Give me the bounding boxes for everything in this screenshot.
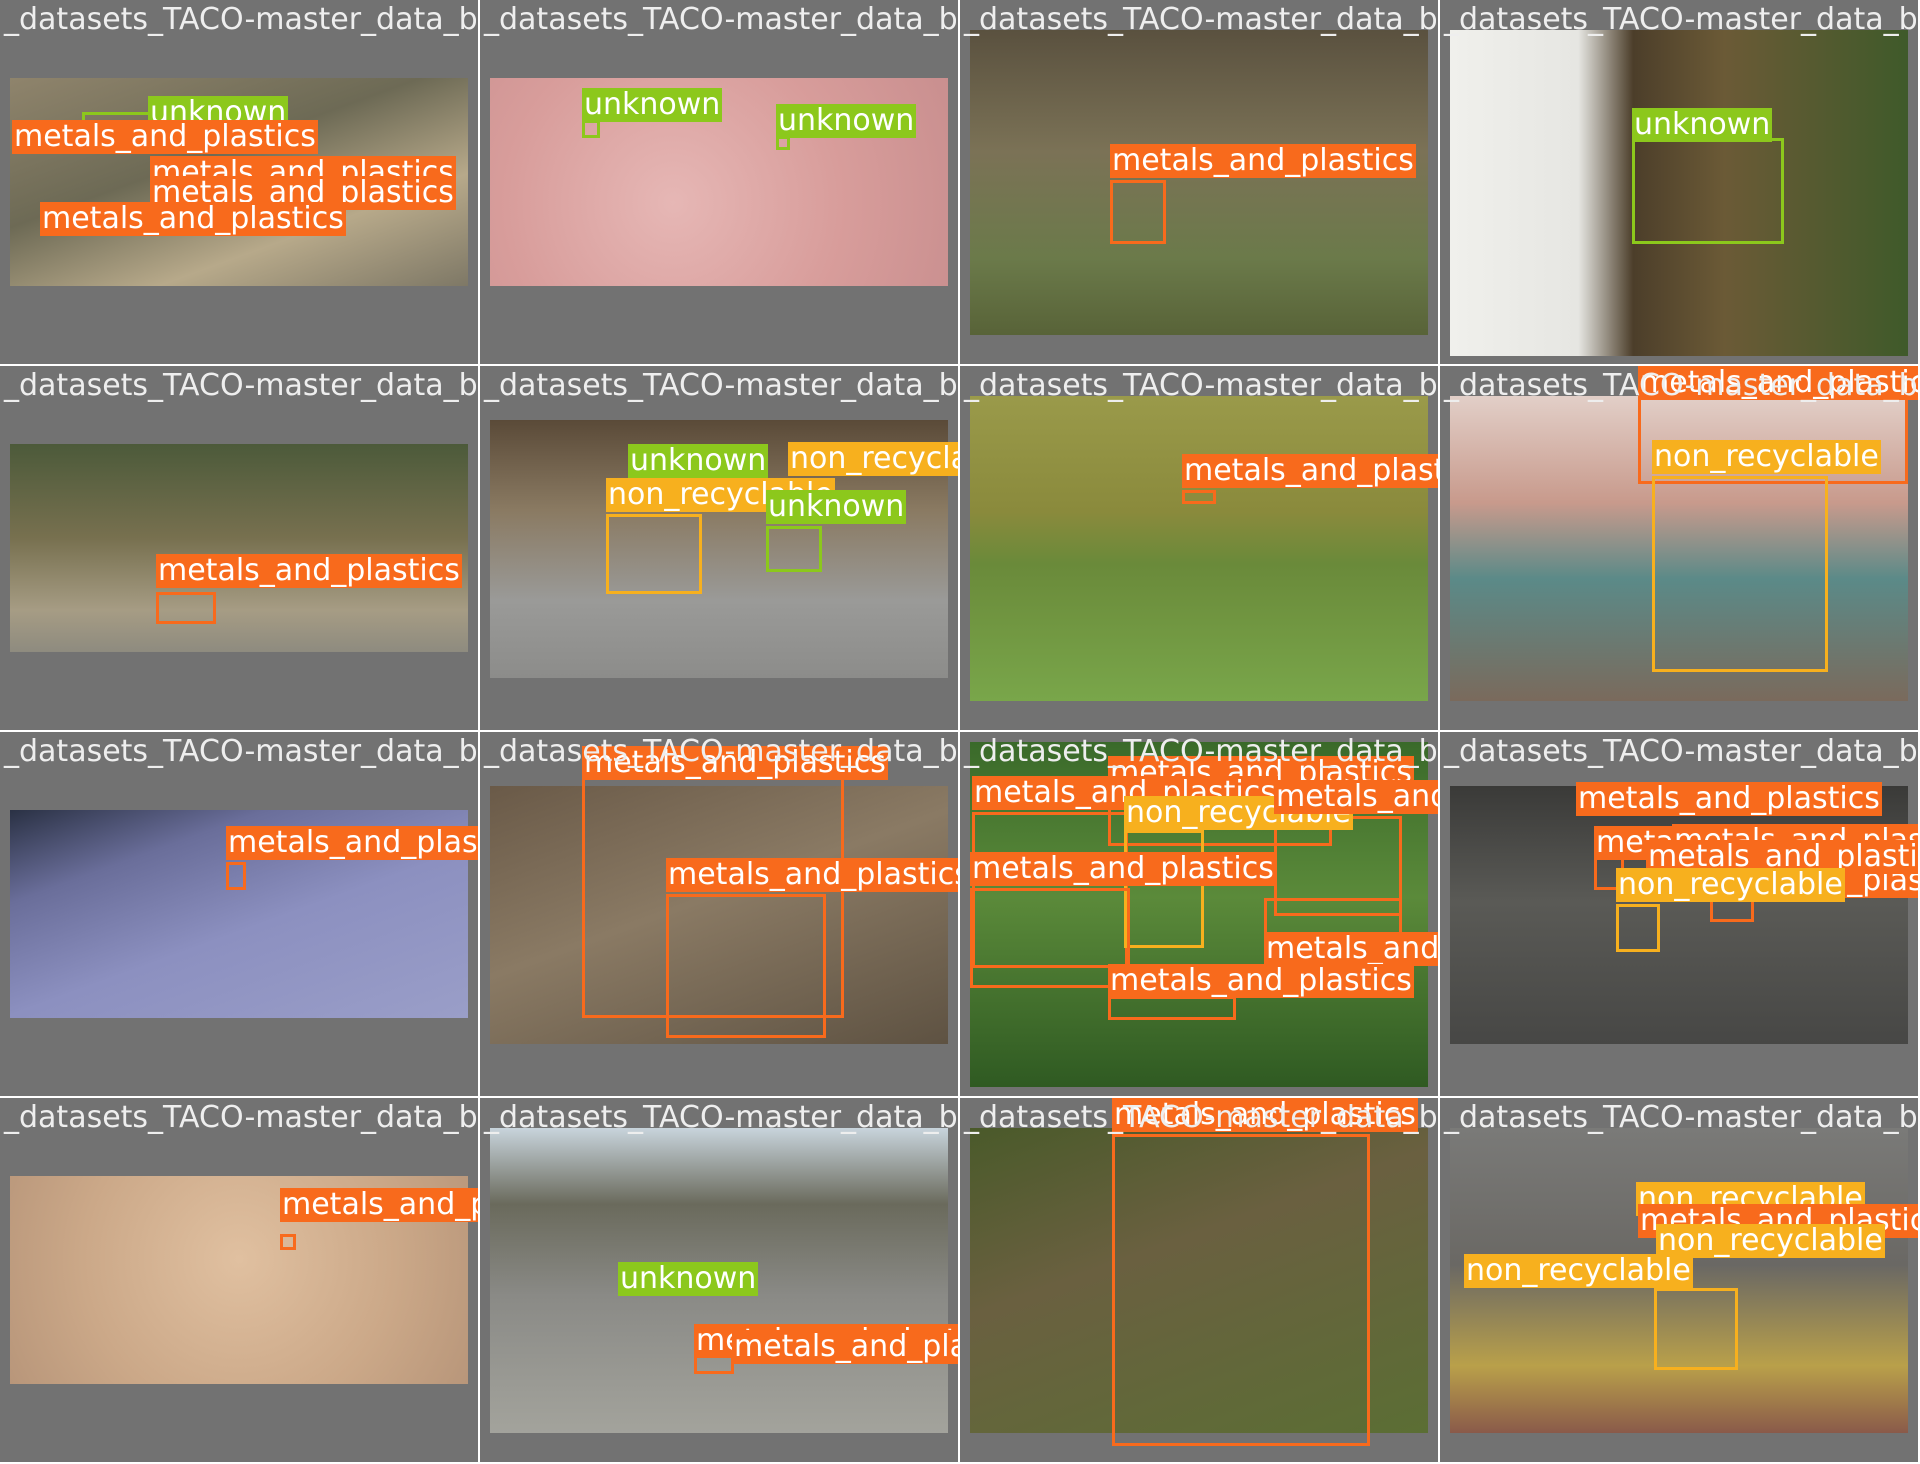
tile-9: _datasets_TACO-master_data_batch_10_0000… [0, 732, 480, 1098]
detection-label: unknown [582, 87, 723, 122]
tile-title: _datasets_TACO-master_data_batch_12_0000… [964, 368, 1438, 403]
detection-label: unknown [776, 103, 917, 138]
tile-title: _datasets_TACO-master_data_batch_10_0000… [4, 1100, 478, 1135]
detection-label: metals_and_plastics [40, 201, 346, 236]
tile-title: _datasets_TACO-master_data_batch_14_0000… [964, 734, 1438, 769]
tile-12: _datasets_TACO-master_data_batch_15_0000… [1440, 732, 1920, 1098]
detection-box [156, 592, 216, 624]
tile-14: _datasets_TACO-master_data_batch_10_0000… [480, 1098, 960, 1464]
detection-label: non_recyclable [788, 442, 958, 476]
detection-box [666, 894, 826, 1038]
detection-box [970, 888, 1130, 988]
detection-label: metals_and_plastics [1108, 963, 1414, 998]
tile-photo [490, 786, 948, 1044]
tile-photo [970, 1128, 1428, 1433]
tile-title: _datasets_TACO-master_data_batch_10_0000… [484, 2, 958, 37]
detection-box [1654, 1288, 1738, 1370]
detection-label: metals_and_plastics [582, 745, 888, 780]
detection-box [1616, 904, 1660, 952]
tile-15: _datasets_TACO-master_data_batch_7_00008… [960, 1098, 1440, 1464]
detection-box [1652, 476, 1828, 672]
tile-title: _datasets_TACO-master_data_batch_10_0000… [1444, 2, 1918, 37]
detection-box [1112, 1134, 1370, 1446]
detection-label: metals_and_plastics [732, 1330, 958, 1364]
tile-4: _datasets_TACO-master_data_batch_10_0000… [1440, 0, 1920, 366]
detection-label: metals_and_plastics [156, 553, 462, 588]
tile-11: _datasets_TACO-master_data_batch_14_0000… [960, 732, 1440, 1098]
tile-photo [1450, 30, 1908, 356]
detection-label: metals_and_plastics [1264, 932, 1438, 966]
tile-title: _datasets_TACO-master_data_batch_10_0000… [4, 734, 478, 769]
detection-label: unknown [1632, 107, 1773, 142]
detection-box [226, 862, 246, 890]
detection-label: non_recyclable [1652, 439, 1881, 474]
detection-box [582, 120, 600, 138]
tile-photo [970, 396, 1428, 701]
detection-label: metals_and_plastics [666, 858, 958, 892]
detection-label: unknown [766, 489, 907, 524]
tile-title: _datasets_TACO-master_data_batch_15_0000… [1444, 734, 1918, 769]
tile-5: _datasets_TACO-master_data_batch_9_00004… [0, 366, 480, 732]
detection-label: metals_and_plastics [1576, 781, 1882, 816]
detection-label: non_recyclable [1656, 1223, 1885, 1258]
detection-label: metals_and_plastics [970, 851, 1276, 886]
tile-title: _datasets_TACO-master_data_batch_10_0000… [4, 2, 478, 37]
detection-box [606, 514, 702, 594]
detection-box [1110, 180, 1166, 244]
tile-1: _datasets_TACO-master_data_batch_10_0000… [0, 0, 480, 366]
detection-box [280, 1234, 296, 1250]
detection-label: metals_and_plastics [280, 1188, 478, 1222]
detection-label: metals_and_plastics [226, 826, 478, 860]
tile-title: _datasets_TACO-master_data_batch_10_0000… [484, 368, 958, 403]
detection-box [1108, 996, 1236, 1020]
detection-label: metals_and_plastics [1112, 1098, 1418, 1132]
detection-label: metals_and_plastics [1182, 454, 1438, 488]
detection-label: non_recyclable [1616, 867, 1845, 902]
tile-title: _datasets_TACO-master_data_batch_9_00004… [4, 368, 478, 403]
detection-box [1124, 830, 1204, 948]
tile-photo [10, 444, 468, 652]
tile-13: _datasets_TACO-master_data_batch_10_0000… [0, 1098, 480, 1464]
tile-8: _datasets_TACO-master_data_batch_13_0000… [1440, 366, 1920, 732]
tile-title: _datasets_TACO-master_data_batch_10_0000… [964, 2, 1438, 37]
detection-label: unknown [628, 443, 769, 478]
detection-label: metals_and_plastics [12, 119, 318, 154]
tile-6: _datasets_TACO-master_data_batch_10_0000… [480, 366, 960, 732]
detection-label: non_recyclable [1464, 1253, 1693, 1288]
tile-7: _datasets_TACO-master_data_batch_12_0000… [960, 366, 1440, 732]
detection-box [766, 526, 822, 572]
tile-title: _datasets_TACO-master_data_batch_10_0000… [484, 734, 958, 769]
tile-photo [970, 30, 1428, 335]
tile-2: _datasets_TACO-master_data_batch_10_0000… [480, 0, 960, 366]
detection-label: metals_and_plastics [1274, 780, 1438, 814]
detection-label: metals_and_plastics [1638, 366, 1918, 400]
tile-title: _datasets_TACO-master_data_batch_7_00008… [964, 1100, 1438, 1135]
tile-10: _datasets_TACO-master_data_batch_10_0000… [480, 732, 960, 1098]
tile-title: _datasets_TACO-master_data_batch_13_0000… [1444, 368, 1918, 403]
detection-box [776, 136, 790, 150]
detection-label: metals_and_plastics [1110, 143, 1416, 178]
tile-title: _datasets_TACO-master_data_batch_10_0000… [484, 1100, 958, 1135]
tile-3: _datasets_TACO-master_data_batch_10_0000… [960, 0, 1440, 366]
detection-label: unknown [618, 1261, 759, 1296]
tile-title: _datasets_TACO-master_data_batch_12_0000… [1444, 1100, 1918, 1135]
tile-16: _datasets_TACO-master_data_batch_12_0000… [1440, 1098, 1920, 1464]
detection-box [1632, 138, 1784, 244]
detection-box [1182, 490, 1216, 504]
